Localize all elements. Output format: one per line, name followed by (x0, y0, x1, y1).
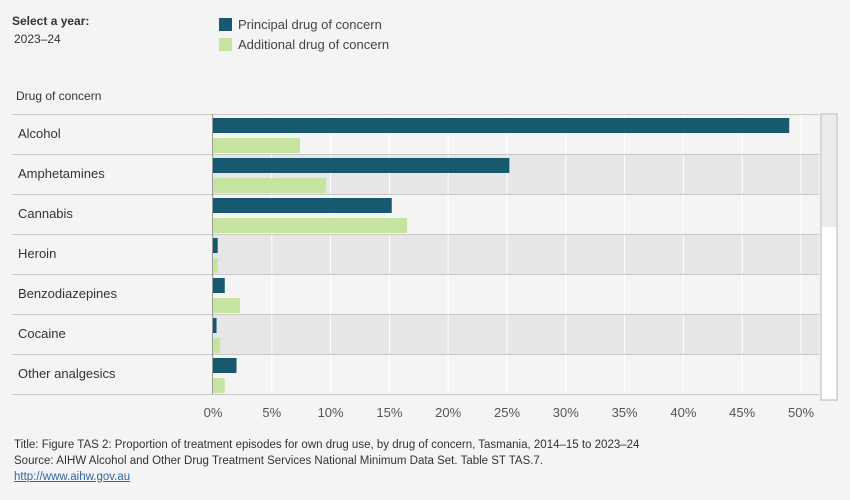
category-label: Cannabis (18, 206, 73, 221)
bar-additional[interactable] (213, 338, 221, 353)
category-label: Other analgesics (18, 366, 116, 381)
bar-principal[interactable] (213, 238, 218, 253)
year-filter-label: Select a year: (12, 14, 90, 28)
x-tick-label: 45% (729, 405, 755, 420)
bar-additional[interactable] (213, 298, 241, 313)
category-label: Alcohol (18, 126, 61, 141)
legend-label-principal: Principal drug of concern (238, 16, 382, 32)
row-band (212, 314, 819, 354)
x-tick-label: 15% (376, 405, 402, 420)
row-band (212, 354, 819, 394)
x-tick-label: 40% (670, 405, 696, 420)
bar-additional[interactable] (213, 138, 301, 153)
x-tick-label: 30% (553, 405, 579, 420)
bar-principal[interactable] (213, 318, 217, 333)
figure-source: Source: AIHW Alcohol and Other Drug Trea… (14, 455, 544, 467)
bar-additional[interactable] (213, 258, 218, 273)
aihw-link[interactable]: http://www.aihw.gov.au (14, 471, 131, 483)
x-tick-label: 25% (494, 405, 520, 420)
bar-additional[interactable] (213, 218, 408, 233)
category-label: Heroin (18, 246, 56, 261)
year-filter: Select a year: 2023–24 (12, 14, 89, 46)
bar-principal[interactable] (213, 278, 225, 293)
bar-principal[interactable] (213, 198, 392, 213)
bar-principal[interactable] (213, 358, 237, 373)
x-tick-label: 5% (262, 405, 281, 420)
bar-principal[interactable] (213, 158, 510, 173)
x-tick-label: 10% (318, 405, 344, 420)
bar-principal[interactable] (213, 118, 790, 133)
row-band (212, 274, 819, 314)
legend-item-additional[interactable]: Additional drug of concern (219, 34, 389, 54)
bar-additional[interactable] (213, 178, 326, 193)
row-band (212, 234, 819, 274)
scrollbar-thumb[interactable] (822, 115, 836, 227)
x-tick-label: 50% (788, 405, 814, 420)
row-header: Drug of concern (16, 89, 102, 103)
figure-title: Title: Figure TAS 2: Proportion of treat… (14, 439, 640, 451)
category-label: Amphetamines (18, 166, 105, 181)
bar-chart: Alcohol Amphetamines Cannabis Heroin Benzodi… (12, 113, 838, 420)
x-tick-label: 0% (204, 405, 223, 420)
x-tick-label: 20% (435, 405, 461, 420)
category-label: Benzodiazepines (18, 286, 118, 301)
legend: Principal drug of concern Additional dru… (219, 14, 389, 54)
bar-additional[interactable] (213, 378, 225, 393)
legend-label-additional: Additional drug of concern (238, 36, 390, 52)
legend-swatch-additional (219, 37, 232, 51)
year-filter-value[interactable]: 2023–24 (14, 32, 61, 46)
category-label: Cocaine (18, 326, 66, 341)
legend-item-principal[interactable]: Principal drug of concern (219, 14, 389, 34)
x-tick-label: 35% (612, 405, 638, 420)
footer: Title: Figure TAS 2: Proportion of treat… (14, 437, 639, 485)
legend-swatch-principal (219, 17, 232, 31)
